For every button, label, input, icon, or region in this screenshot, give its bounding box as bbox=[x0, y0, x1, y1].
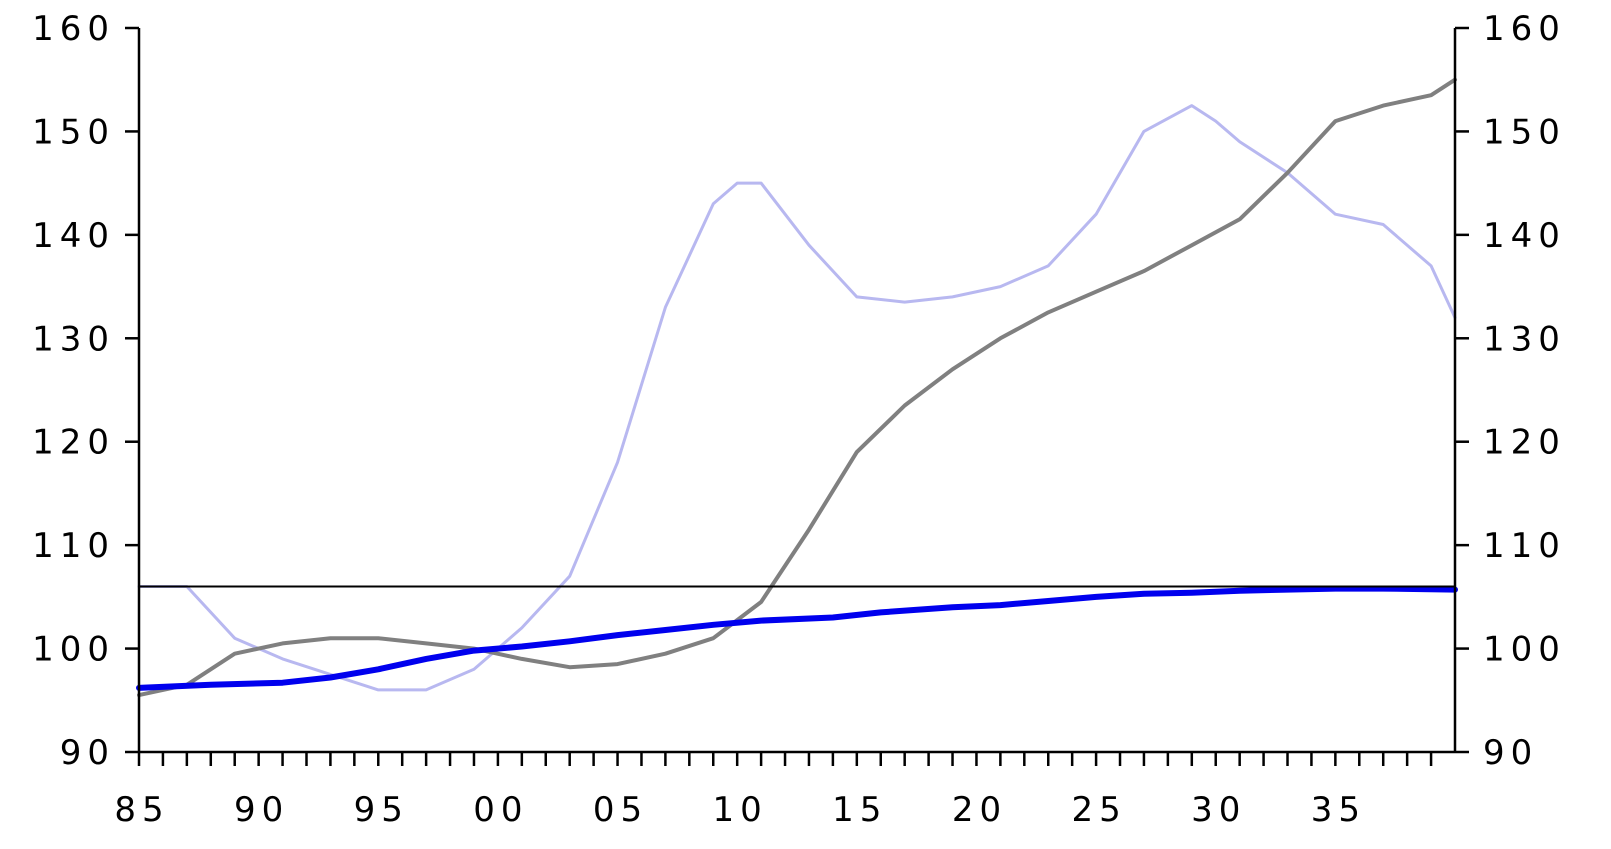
x-axis-ticks bbox=[137, 752, 1433, 766]
series-line-2 bbox=[137, 77, 1457, 698]
y2-tick-label: 110 bbox=[1483, 526, 1566, 566]
series-line-3 bbox=[136, 585, 1458, 691]
x-axis-labels: 85 90 95 00 05 10 15 20 25 30 35 bbox=[114, 790, 1366, 830]
x-tick-label: 95 bbox=[354, 790, 409, 830]
y-tick-label: 100 bbox=[32, 630, 115, 670]
y2-tick-label: 160 bbox=[1483, 9, 1566, 49]
y-tick-label: 160 bbox=[32, 9, 115, 49]
series-line-1 bbox=[137, 104, 1457, 692]
y2-axis-labels: 90 100 110 120 130 140 150 160 bbox=[1455, 9, 1566, 773]
x-tick-label: 30 bbox=[1191, 790, 1246, 830]
y-tick-label: 120 bbox=[32, 423, 115, 463]
x-tick-label: 35 bbox=[1311, 790, 1366, 830]
x-tick-label: 05 bbox=[593, 790, 648, 830]
y2-tick-label: 90 bbox=[1483, 733, 1538, 773]
x-tick-label: 90 bbox=[234, 790, 289, 830]
y-tick-label: 130 bbox=[32, 319, 115, 359]
y2-tick-label: 100 bbox=[1483, 630, 1566, 670]
x-tick-label: 85 bbox=[114, 790, 169, 830]
y2-tick-label: 120 bbox=[1483, 423, 1566, 463]
x-tick-label: 25 bbox=[1071, 790, 1126, 830]
y-tick-label: 140 bbox=[32, 216, 115, 256]
series-layer bbox=[136, 77, 1458, 698]
x-tick-label: 00 bbox=[473, 790, 528, 830]
y-tick-label: 150 bbox=[32, 112, 115, 152]
x-tick-label: 10 bbox=[713, 790, 768, 830]
x-tick-label: 20 bbox=[952, 790, 1007, 830]
y-tick-label: 90 bbox=[60, 733, 115, 773]
y-axis-labels: 90 100 110 120 130 140 150 160 bbox=[32, 9, 139, 773]
y2-tick-label: 130 bbox=[1483, 319, 1566, 359]
x-tick-label: 15 bbox=[832, 790, 887, 830]
y-tick-label: 110 bbox=[32, 526, 115, 566]
y2-tick-label: 150 bbox=[1483, 112, 1566, 152]
y2-tick-label: 140 bbox=[1483, 216, 1566, 256]
